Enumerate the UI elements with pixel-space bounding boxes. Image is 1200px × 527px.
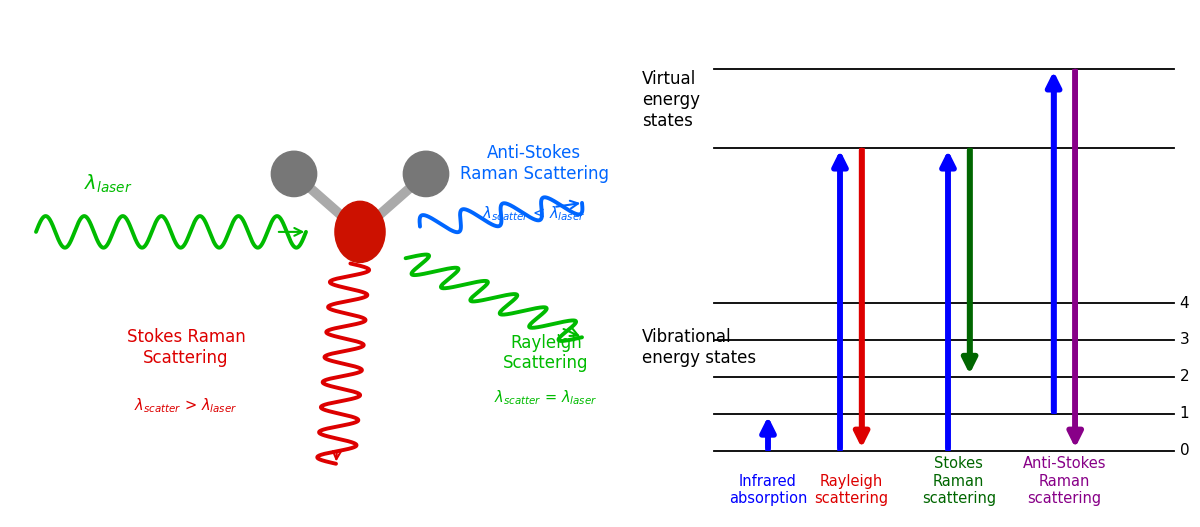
- Text: Anti-Stokes
Raman Scattering: Anti-Stokes Raman Scattering: [460, 144, 608, 183]
- Text: Infrared
absorption: Infrared absorption: [728, 474, 808, 506]
- Text: 3: 3: [1180, 333, 1189, 347]
- Text: Rayleigh
Scattering: Rayleigh Scattering: [503, 334, 589, 373]
- Text: $\lambda_{scatter}$ < $\lambda_{laser}$: $\lambda_{scatter}$ < $\lambda_{laser}$: [482, 204, 586, 223]
- Text: Anti-Stokes
Raman
scattering: Anti-Stokes Raman scattering: [1022, 456, 1106, 506]
- Text: Stokes
Raman
scattering: Stokes Raman scattering: [922, 456, 996, 506]
- Text: $\lambda_{scatter}$ = $\lambda_{laser}$: $\lambda_{scatter}$ = $\lambda_{laser}$: [494, 388, 598, 407]
- Text: 4: 4: [1180, 296, 1189, 310]
- Text: 0: 0: [1180, 443, 1189, 458]
- Ellipse shape: [271, 151, 317, 197]
- Text: Vibrational
energy states: Vibrational energy states: [642, 328, 756, 367]
- Text: $\lambda_{laser}$: $\lambda_{laser}$: [84, 173, 132, 195]
- Text: Stokes Raman
Scattering: Stokes Raman Scattering: [127, 328, 245, 367]
- Text: Rayleigh
scattering: Rayleigh scattering: [814, 474, 888, 506]
- Ellipse shape: [335, 201, 385, 262]
- Text: 1: 1: [1180, 406, 1189, 421]
- Text: $\lambda_{scatter}$ > $\lambda_{laser}$: $\lambda_{scatter}$ > $\lambda_{laser}$: [134, 396, 238, 415]
- Text: 2: 2: [1180, 369, 1189, 384]
- Ellipse shape: [403, 151, 449, 197]
- Text: Virtual
energy
states: Virtual energy states: [642, 70, 700, 130]
